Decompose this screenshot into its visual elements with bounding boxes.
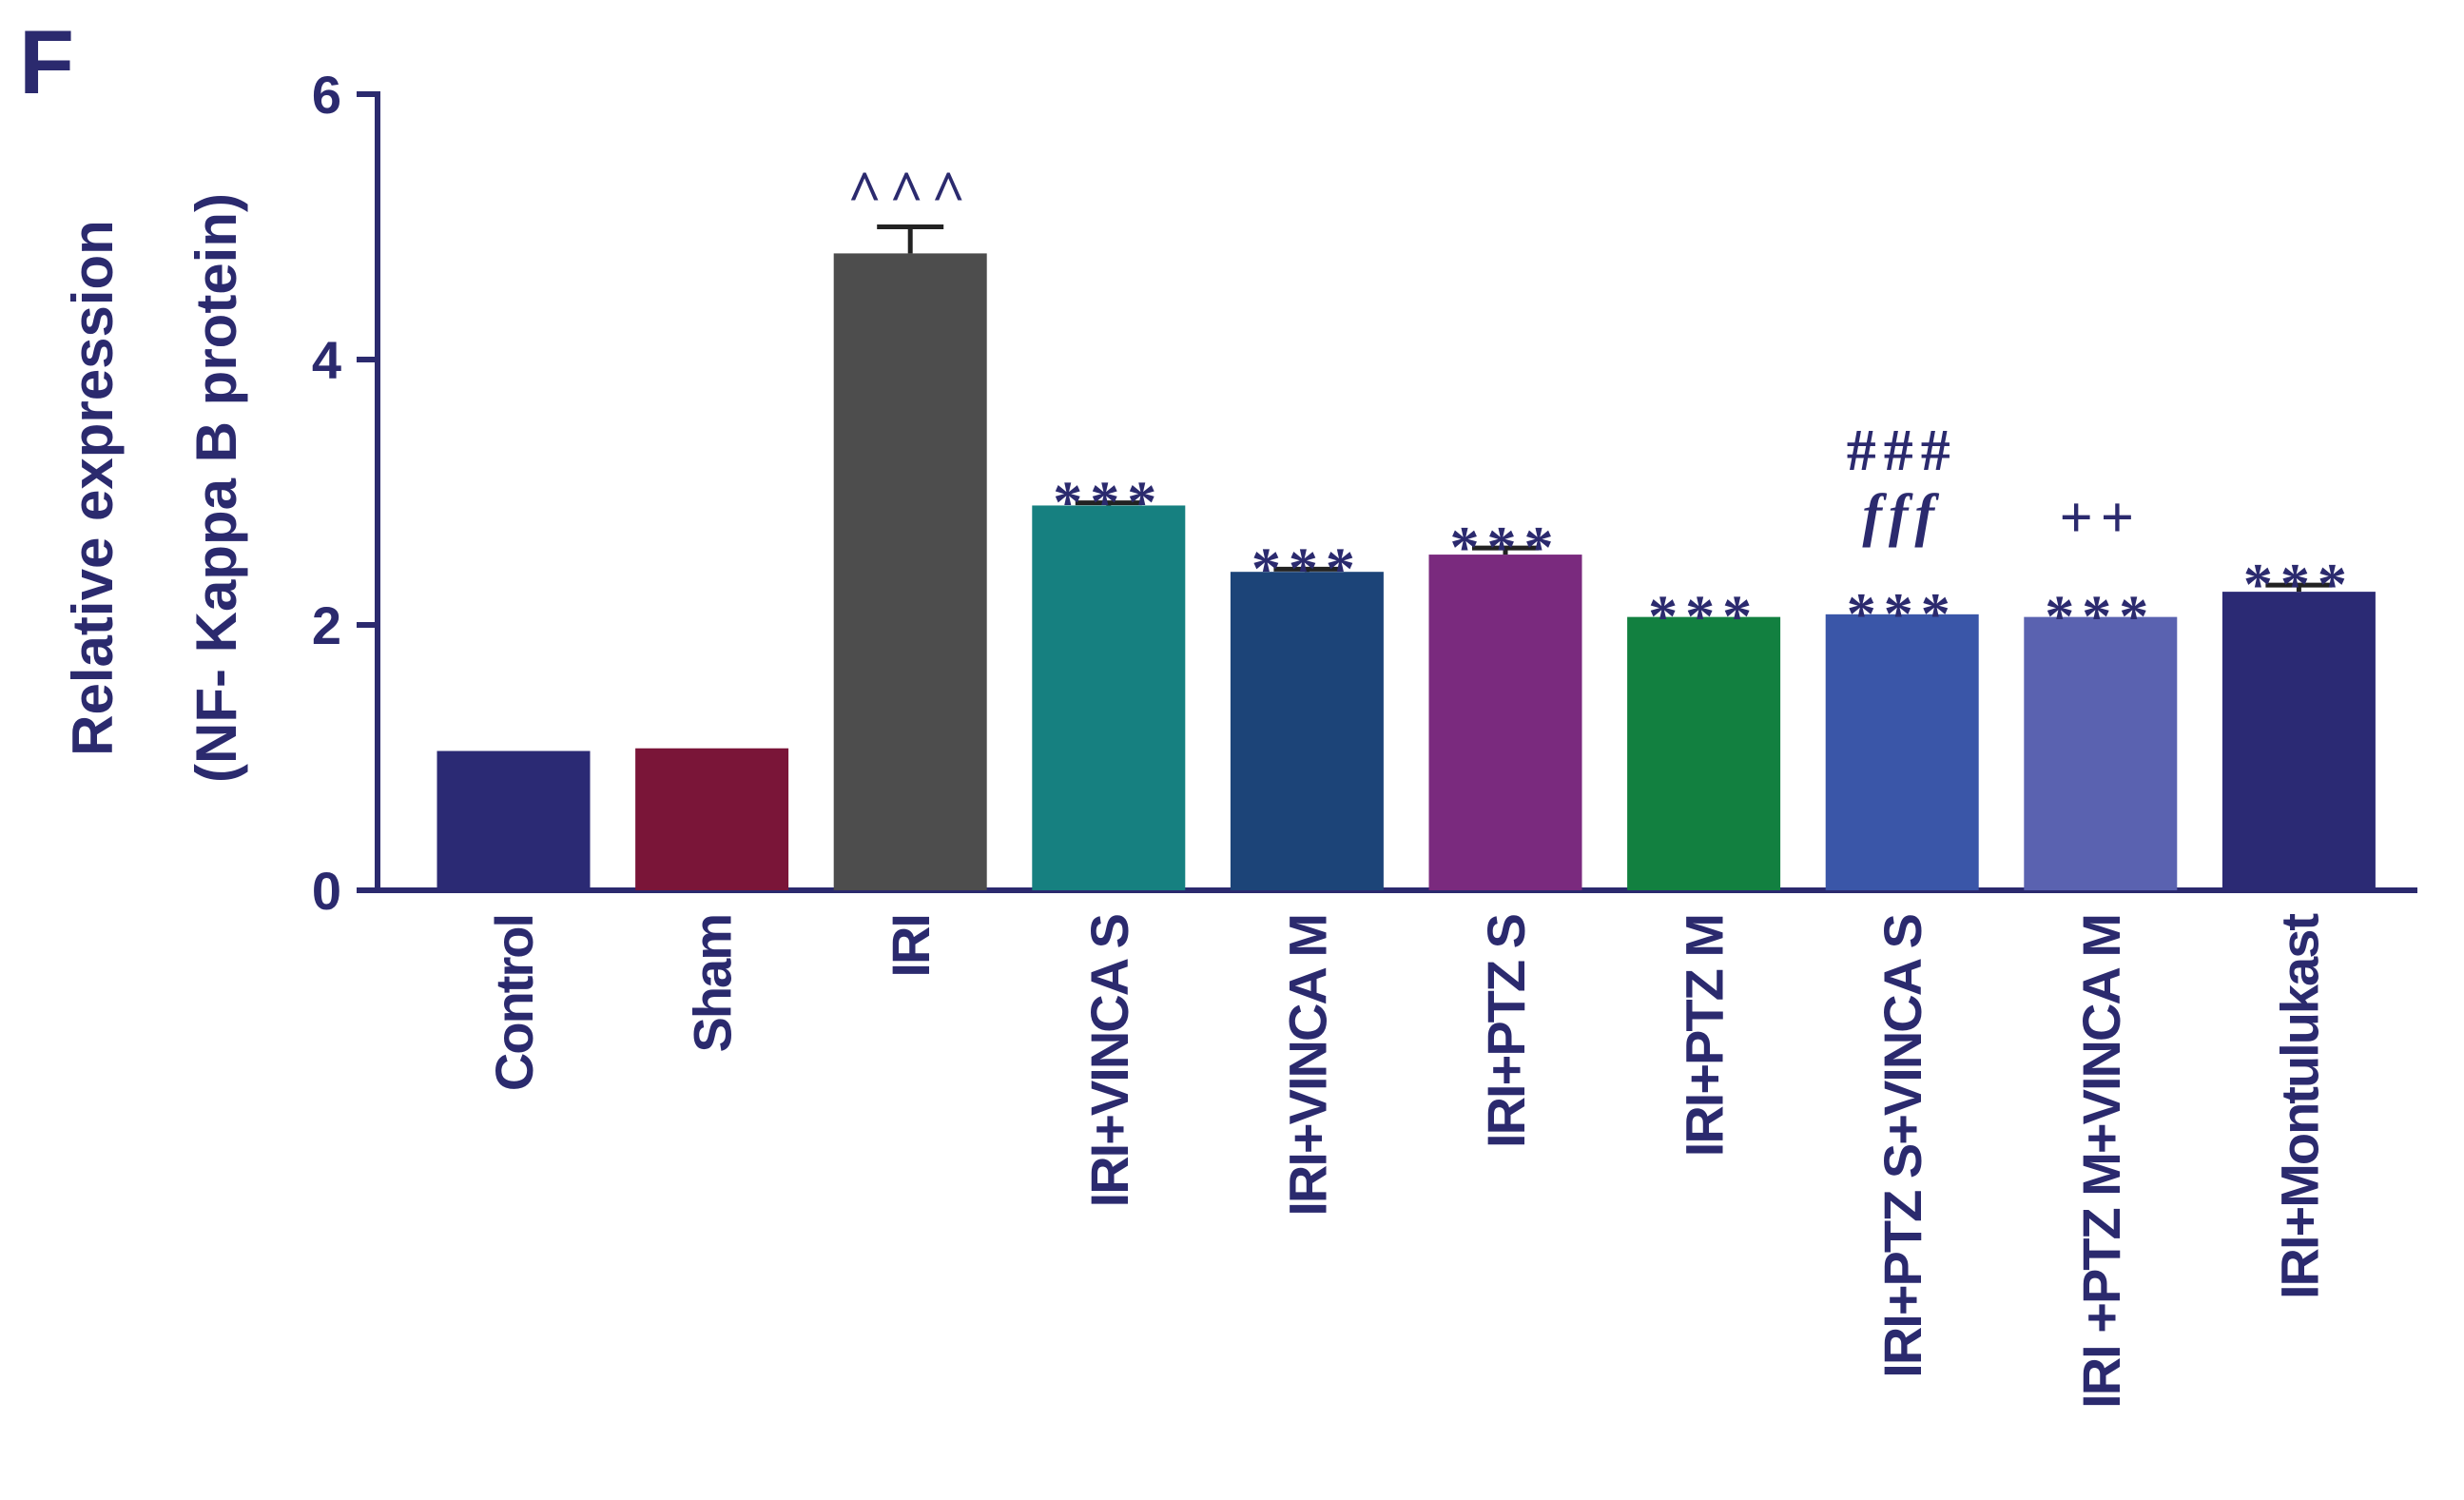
significance-mark: *** [1847,582,1958,647]
significance-mark: ### [1847,419,1958,483]
y-tick-label: 0 [312,861,341,921]
significance-mark: *** [1053,471,1164,536]
y-tick-label: 4 [312,330,341,390]
significance-mark: *** [1648,585,1759,650]
significance-mark: *** [2045,585,2156,650]
bar [1428,555,1582,890]
x-tick-label: IRI+VINCA M [1277,915,1337,1217]
panel-label: F [19,12,74,113]
bar [833,253,987,890]
significance-mark: *** [1450,516,1562,580]
bar [635,748,789,890]
x-tick-label: IRI+PTZ M [1675,915,1735,1157]
significance-mark: ^^^ [847,161,973,225]
x-tick-label: IRI+Montulukast [2269,914,2329,1299]
y-tick-label: 2 [312,595,341,655]
x-tick-label: IRI +PTZ M+VINCA M [2071,915,2131,1409]
bar [2221,592,2376,890]
bar [437,750,591,890]
x-tick-label: IRI+PTZ S+VINCA S [1872,914,1932,1377]
y-axis-label: (NF- Kappa B protein) [184,193,248,783]
significance-mark: fff [1862,483,1942,548]
bar [1032,505,1186,890]
bar [1230,572,1384,890]
significance-mark: ++ [2059,486,2142,551]
y-tick-label: 6 [312,65,341,125]
x-tick-label: IRI+PTZ S [1476,914,1536,1148]
y-axis-label: Relative expression [61,220,125,756]
x-tick-label: Sham [683,915,743,1053]
bar [1825,614,1979,890]
bar [1627,616,1781,890]
x-tick-label: Control [484,915,544,1091]
x-tick-label: IRI+VINCA S [1079,914,1139,1207]
significance-mark: *** [2243,553,2355,617]
x-tick-label: IRI [881,915,941,978]
significance-mark: *** [1251,536,1363,601]
bar [2024,616,2178,890]
